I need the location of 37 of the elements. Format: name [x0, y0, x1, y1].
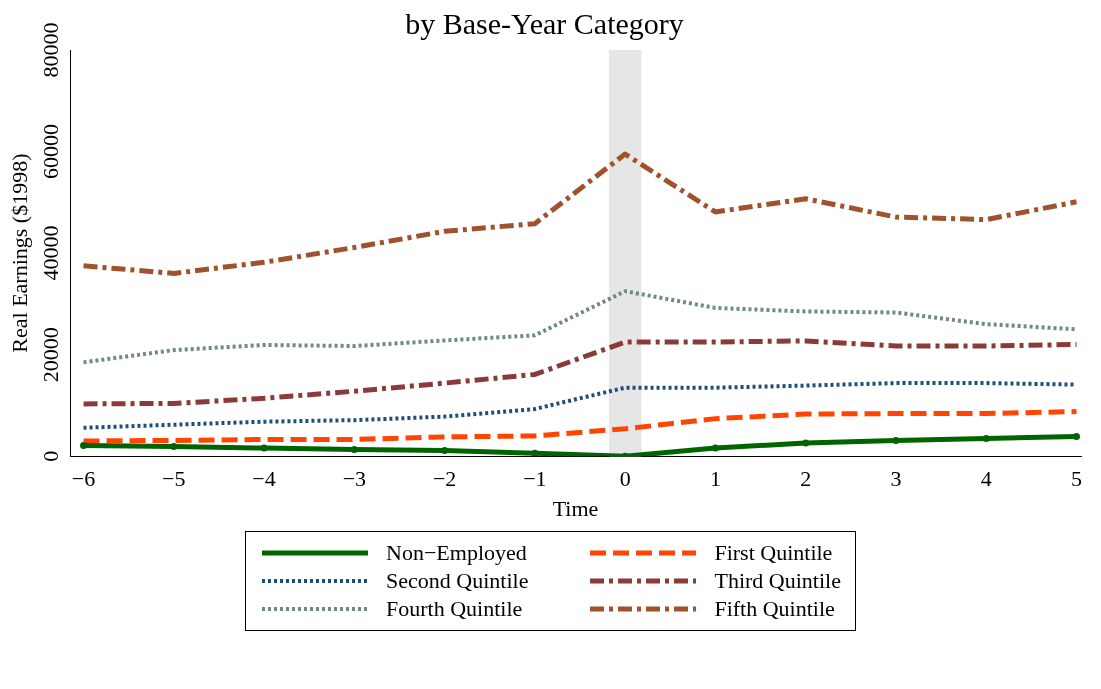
y-tick-label: 40000 — [37, 225, 63, 281]
point — [441, 447, 449, 455]
y-tick-label: 20000 — [37, 327, 63, 383]
x-tick-label: −3 — [342, 466, 367, 492]
y-axis-title: Real Earnings ($1998) — [6, 153, 32, 353]
chart-title: by Base-Year Category — [405, 6, 684, 40]
legend-label: Fifth Quintile — [714, 596, 835, 622]
x-tick-label: −5 — [162, 466, 186, 492]
y-tick-label: 80000 — [37, 22, 63, 78]
x-tick-label: −6 — [71, 466, 96, 492]
x-tick-label: 0 — [619, 466, 631, 492]
legend-label: Fourth Quintile — [386, 596, 523, 622]
point — [350, 446, 358, 454]
point — [1072, 432, 1080, 440]
legend-label: Second Quintile — [386, 568, 529, 594]
point — [982, 434, 990, 442]
y-tick-label: 60000 — [37, 124, 63, 180]
x-tick-label: 5 — [1070, 466, 1082, 492]
x-tick-label: 3 — [890, 466, 902, 492]
legend-label: Third Quintile — [714, 568, 841, 594]
point — [892, 436, 900, 444]
x-tick-label: −2 — [432, 466, 457, 492]
x-tick-label: −4 — [252, 466, 276, 492]
point — [802, 439, 810, 447]
point — [80, 442, 88, 450]
point — [170, 443, 178, 451]
y-tick-label: 0 — [37, 450, 63, 462]
point — [260, 444, 268, 452]
legend-label: Non−Employed — [386, 540, 527, 566]
x-tick-label: 4 — [980, 466, 992, 492]
point — [531, 449, 539, 457]
legend-label: First Quintile — [714, 540, 833, 566]
x-tick-label: 2 — [800, 466, 812, 492]
point — [711, 444, 719, 452]
x-tick-label: 1 — [709, 466, 721, 492]
x-axis-title: Time — [552, 495, 599, 521]
x-tick-label: −1 — [523, 466, 547, 492]
